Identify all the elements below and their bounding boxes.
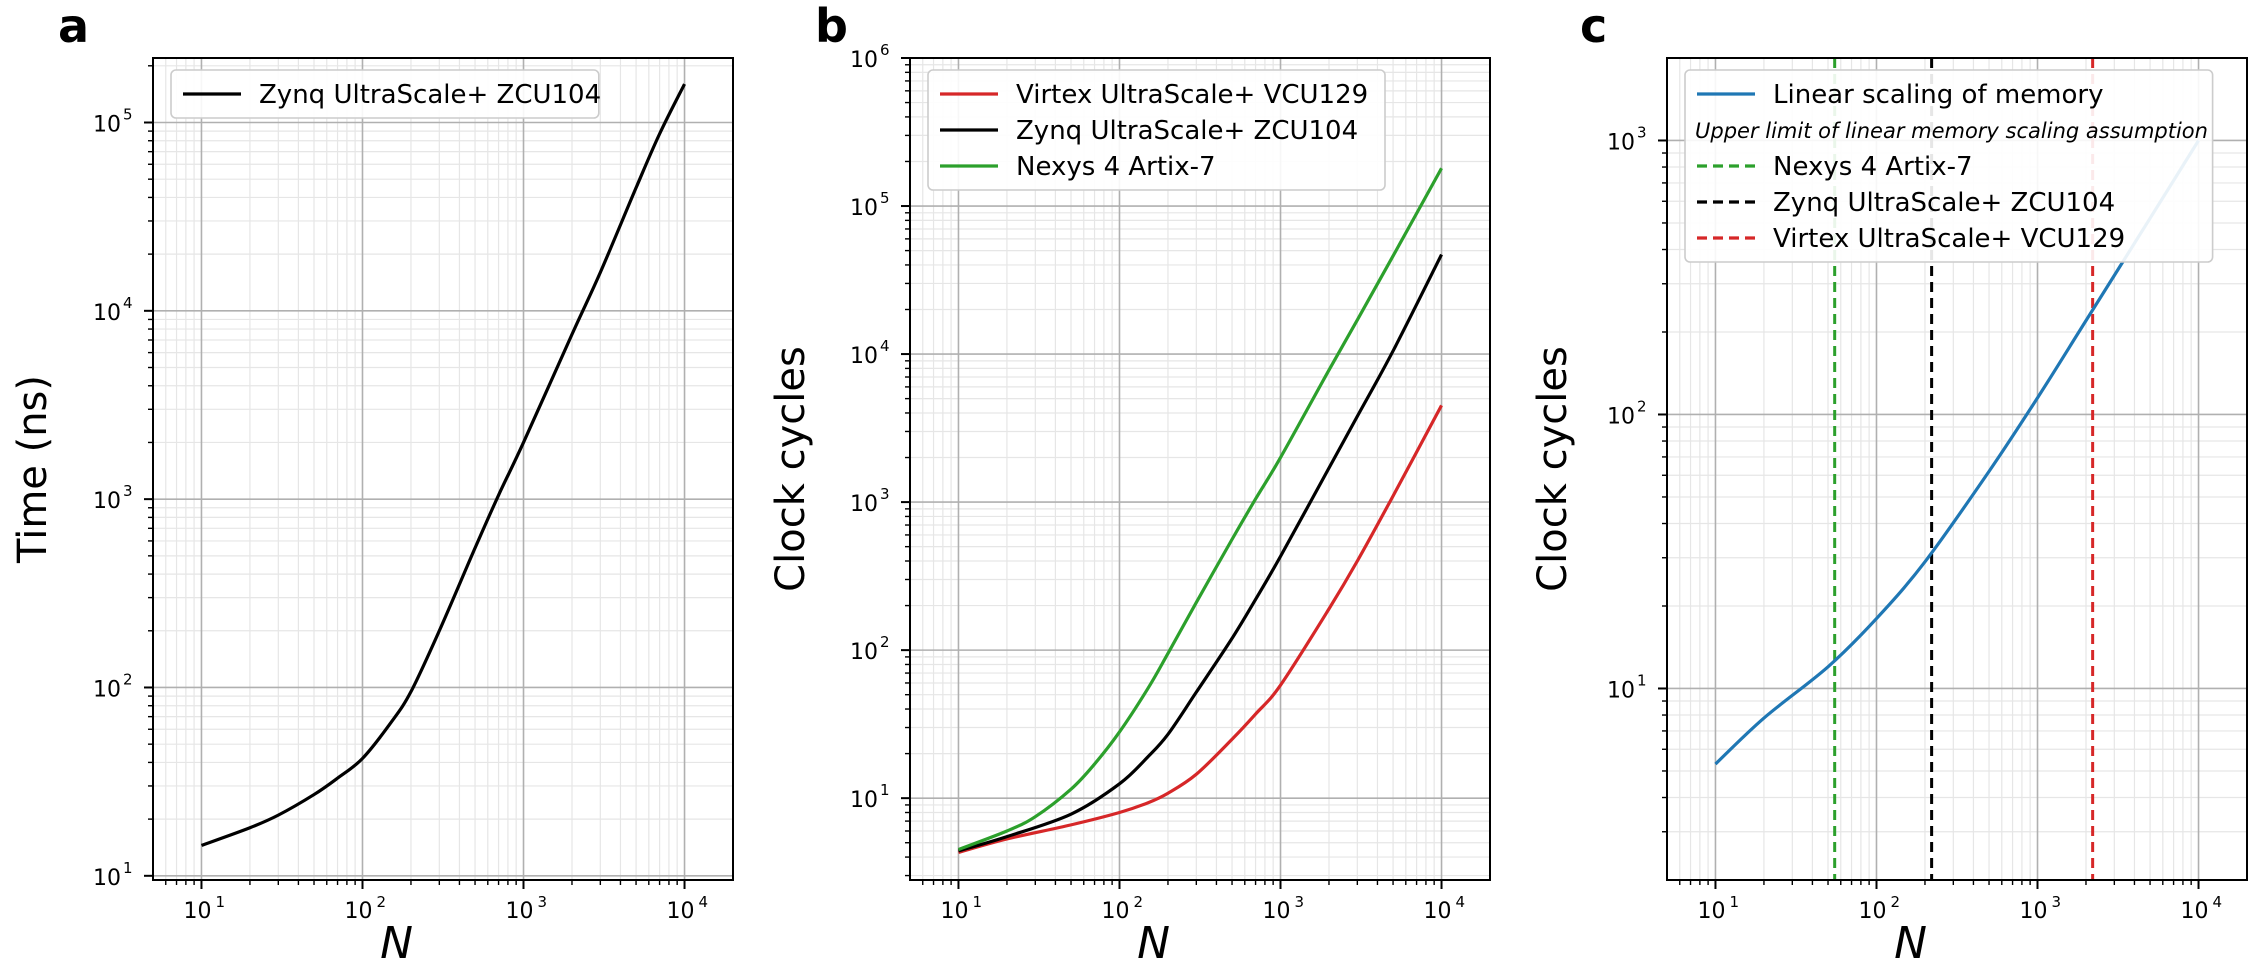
legend: Virtex UltraScale+ VCU129 Zynq UltraScale… — [927, 69, 1386, 191]
x-tick-label: 10 — [2020, 899, 2048, 924]
y-tick-label: 10 — [93, 301, 121, 326]
x-tick-label: 10 — [183, 899, 211, 924]
x-tick-exponent: 2 — [1890, 893, 1900, 911]
legend-label: Zynq UltraScale+ ZCU104 — [1016, 116, 1358, 146]
y-axis-label: Clock cycles — [768, 346, 814, 592]
x-tick-exponent: 4 — [1456, 893, 1466, 911]
y-tick-exponent: 2 — [123, 670, 133, 688]
series-line-2 — [958, 253, 1443, 853]
legend: Linear scaling of memory Upper limit of l… — [1684, 69, 2214, 263]
y-tick-label: 10 — [93, 866, 121, 891]
x-tick-label: 10 — [506, 899, 534, 924]
y-tick-label: 10 — [93, 489, 121, 514]
series-line-1 — [200, 83, 686, 847]
x-tick-label: 10 — [1101, 899, 1129, 924]
y-tick-label: 10 — [93, 677, 121, 702]
legend-label: Linear scaling of memory — [1773, 80, 2104, 110]
y-tick-exponent: 1 — [1637, 671, 1647, 689]
y-tick-exponent: 5 — [123, 105, 133, 123]
y-tick-label: 10 — [1607, 678, 1635, 703]
y-tick-label: 10 — [1607, 130, 1635, 155]
legend-note: Upper limit of linear memory scaling ass… — [1695, 119, 2208, 143]
x-tick-exponent: 4 — [2213, 893, 2223, 911]
y-tick-exponent: 3 — [123, 482, 133, 500]
y-tick-exponent: 1 — [880, 781, 890, 799]
plot-frame — [152, 57, 734, 881]
grid — [910, 58, 1490, 880]
legend-label: Nexys 4 Artix-7 — [1773, 152, 1973, 182]
legend-label: Virtex UltraScale+ VCU129 — [1773, 224, 2125, 254]
x-tick-label: 10 — [344, 899, 372, 924]
x-tick-label: 10 — [667, 899, 695, 924]
x-tick-label: 10 — [1263, 899, 1291, 924]
x-tick-exponent: 1 — [1729, 893, 1739, 911]
y-tick-label: 10 — [850, 196, 878, 221]
y-tick-exponent: 3 — [1637, 123, 1647, 141]
y-tick-exponent: 1 — [123, 859, 133, 877]
x-tick-exponent: 2 — [376, 893, 386, 911]
y-tick-label: 10 — [850, 344, 878, 369]
y-tick-label: 10 — [850, 492, 878, 517]
panel-letter: c — [1580, 0, 1607, 53]
y-tick-label: 10 — [93, 112, 121, 137]
x-tick-exponent: 1 — [972, 893, 982, 911]
y-tick-exponent: 4 — [123, 294, 133, 312]
legend-frame — [927, 69, 1386, 191]
x-tick-exponent: 2 — [1133, 893, 1143, 911]
plot-frame — [909, 57, 1491, 881]
legend-frame — [170, 69, 600, 119]
legend-frame — [1684, 69, 2214, 263]
x-axis-label: N — [1137, 918, 1170, 960]
ticks: 10 1 10 2 10 3 10 410 110 210 310 410 5 — [93, 65, 709, 924]
series-line-1 — [1714, 139, 2200, 766]
legend-label: Zynq UltraScale+ ZCU104 — [1773, 188, 2115, 218]
series-group — [957, 167, 1443, 854]
y-tick-label: 10 — [850, 640, 878, 665]
y-tick-exponent: 3 — [880, 485, 890, 503]
y-tick-label: 10 — [1607, 404, 1635, 429]
y-tick-exponent: 6 — [880, 41, 890, 59]
panel-letter: b — [815, 0, 848, 53]
series-line-3 — [957, 167, 1443, 851]
x-tick-label: 10 — [1424, 899, 1452, 924]
legend-label: Virtex UltraScale+ VCU129 — [1016, 80, 1368, 110]
y-tick-exponent: 4 — [880, 337, 890, 355]
series-line-1 — [958, 404, 1443, 854]
x-tick-label: 10 — [1858, 899, 1886, 924]
y-axis-label: Time (ns) — [10, 375, 56, 564]
x-axis-label: N — [1894, 918, 1927, 960]
grid — [153, 58, 733, 880]
y-tick-exponent: 2 — [1637, 397, 1647, 415]
x-tick-exponent: 3 — [1295, 893, 1305, 911]
x-tick-exponent: 3 — [2052, 893, 2062, 911]
x-tick-exponent: 1 — [215, 893, 225, 911]
y-tick-exponent: 5 — [880, 189, 890, 207]
panel-letter: a — [58, 0, 89, 53]
x-tick-label: 10 — [1697, 899, 1725, 924]
x-tick-label: 10 — [940, 899, 968, 924]
y-axis-label: Clock cycles — [1530, 346, 1576, 592]
legend-label: Zynq UltraScale+ ZCU104 — [259, 80, 601, 110]
y-tick-exponent: 2 — [880, 633, 890, 651]
plot-frame — [1666, 57, 2248, 881]
x-tick-exponent: 4 — [699, 893, 709, 911]
series-group — [200, 83, 686, 847]
x-tick-exponent: 3 — [538, 893, 548, 911]
x-tick-label: 10 — [2181, 899, 2209, 924]
legend-label: Nexys 4 Artix-7 — [1016, 152, 1216, 182]
y-tick-label: 10 — [850, 48, 878, 73]
y-tick-label: 10 — [850, 788, 878, 813]
legend: Zynq UltraScale+ ZCU104 — [170, 69, 601, 119]
x-axis-label: N — [380, 918, 413, 960]
